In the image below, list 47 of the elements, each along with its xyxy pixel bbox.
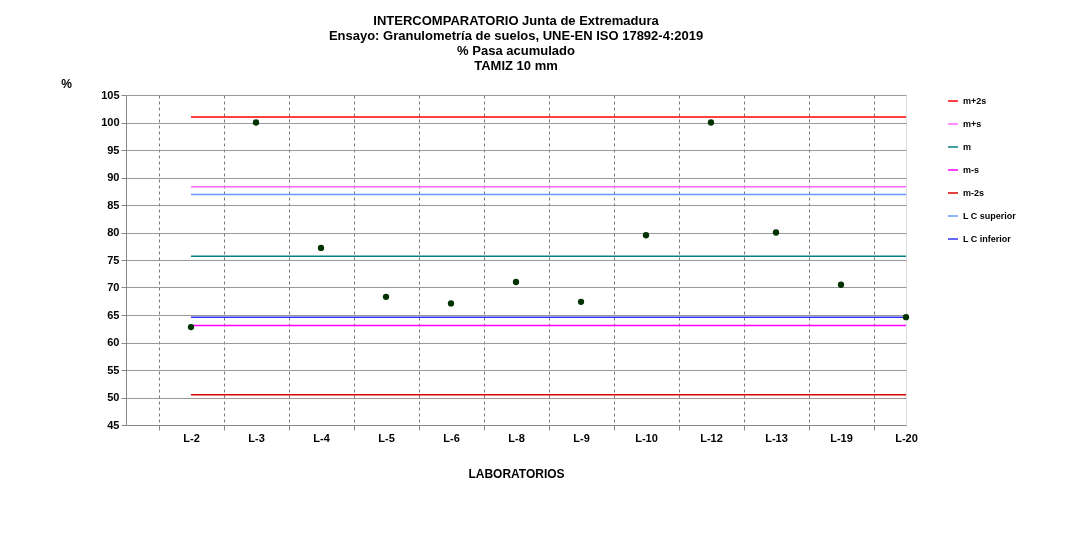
y-tick-label: 65 xyxy=(107,308,120,321)
y-tick-label: 50 xyxy=(107,391,120,403)
x-tick-label: L-5 xyxy=(378,431,395,444)
y-tick-label: 105 xyxy=(101,88,120,101)
x-tick-label: L-2 xyxy=(183,431,200,444)
legend-label: m-2s xyxy=(963,188,985,198)
legend-label: L C superior xyxy=(963,211,1017,221)
point xyxy=(902,314,910,321)
point xyxy=(382,293,390,301)
point xyxy=(642,232,650,239)
point xyxy=(512,278,520,286)
point xyxy=(707,119,715,126)
y-tick-label: 70 xyxy=(107,281,120,293)
y-tick-label: 75 xyxy=(107,253,120,266)
y-tick-label: 60 xyxy=(107,336,120,348)
legend-label: L C inferior xyxy=(963,234,1012,244)
legend-label: m+2s xyxy=(963,96,987,106)
y-tick-label: 55 xyxy=(107,363,120,376)
point xyxy=(577,298,585,305)
point xyxy=(187,323,195,331)
legend-label: m-s xyxy=(963,165,980,175)
y-axis-title: % xyxy=(61,76,73,91)
x-tick-label: L-6 xyxy=(443,431,460,444)
x-tick-label: L-19 xyxy=(830,431,853,444)
x-axis-title: LABORATORIOS xyxy=(468,466,565,481)
y-tick-label: 45 xyxy=(107,418,120,431)
x-tick-label: L-13 xyxy=(765,431,788,444)
point xyxy=(317,244,325,252)
y-tick-label: 100 xyxy=(101,116,120,128)
x-tick-label: L-4 xyxy=(313,431,331,444)
legend-label: m+s xyxy=(963,119,982,129)
y-tick-label: 90 xyxy=(107,171,120,183)
y-tick-label: 85 xyxy=(107,198,120,211)
point xyxy=(837,281,845,288)
chart-title: INTERCOMPARATORIO Junta de Extremadura Ensayo: Granulometría de suelos, UNE-EN ISO 17892-4:2019 % Pasa acumulado TAMIZ 10 mm xyxy=(328,13,704,73)
x-tick-label: L-12 xyxy=(700,431,723,444)
legend-label: m xyxy=(963,142,972,152)
x-tick-label: L-20 xyxy=(895,431,918,444)
x-tick-label: L-10 xyxy=(635,431,658,444)
point xyxy=(772,229,780,236)
y-tick-label: 80 xyxy=(107,226,120,238)
x-tick-label: L-9 xyxy=(573,431,590,444)
y-tick-label: 95 xyxy=(107,143,120,156)
x-tick-label: L-8 xyxy=(508,431,525,444)
point xyxy=(252,119,260,126)
point xyxy=(447,300,455,307)
x-tick-label: L-3 xyxy=(248,431,265,444)
